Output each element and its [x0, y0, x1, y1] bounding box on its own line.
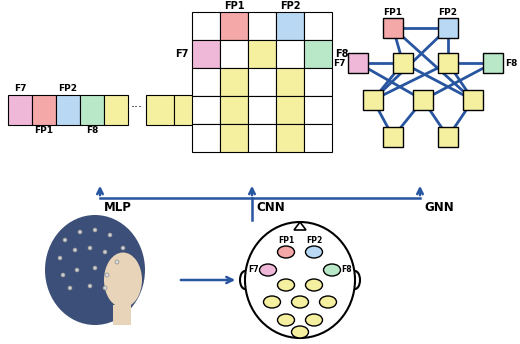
Bar — [248, 68, 276, 96]
Ellipse shape — [58, 256, 62, 260]
Bar — [383, 18, 403, 38]
Text: F8: F8 — [335, 49, 348, 59]
Ellipse shape — [115, 260, 119, 264]
Bar — [174, 95, 202, 125]
Ellipse shape — [93, 266, 97, 270]
Bar — [393, 53, 413, 73]
Text: F7: F7 — [14, 84, 26, 93]
Ellipse shape — [306, 279, 322, 291]
Text: ···: ··· — [131, 101, 143, 115]
Bar — [113, 305, 131, 325]
Bar — [192, 40, 220, 68]
Ellipse shape — [88, 246, 92, 250]
Ellipse shape — [103, 286, 107, 290]
Bar — [348, 53, 368, 73]
Ellipse shape — [75, 268, 79, 272]
Text: F7: F7 — [176, 49, 189, 59]
Bar — [146, 95, 174, 125]
Ellipse shape — [108, 233, 112, 237]
Bar — [304, 124, 332, 152]
Text: FP2: FP2 — [58, 84, 77, 93]
Ellipse shape — [319, 296, 336, 308]
Bar — [32, 95, 56, 125]
Ellipse shape — [63, 238, 67, 242]
Bar — [483, 53, 503, 73]
Ellipse shape — [278, 246, 294, 258]
Bar — [220, 124, 248, 152]
Ellipse shape — [61, 273, 65, 277]
Bar — [276, 124, 304, 152]
Text: F7: F7 — [248, 266, 258, 275]
Ellipse shape — [93, 228, 97, 232]
Ellipse shape — [278, 314, 294, 326]
Bar — [220, 40, 248, 68]
Bar — [383, 127, 403, 147]
Text: F8: F8 — [505, 58, 517, 67]
Bar — [438, 18, 458, 38]
Bar — [248, 96, 276, 124]
Text: FP2: FP2 — [280, 1, 300, 11]
Text: MLP: MLP — [104, 201, 132, 214]
Bar — [192, 12, 220, 40]
Text: GNN: GNN — [424, 201, 454, 214]
Ellipse shape — [68, 286, 72, 290]
Bar — [438, 53, 458, 73]
Bar — [220, 12, 248, 40]
Bar — [248, 124, 276, 152]
Bar — [248, 40, 276, 68]
Ellipse shape — [306, 246, 322, 258]
Text: CNN: CNN — [256, 201, 285, 214]
Bar — [304, 68, 332, 96]
Bar — [304, 12, 332, 40]
Text: FP1: FP1 — [384, 8, 402, 17]
Bar — [80, 95, 104, 125]
Bar — [8, 95, 32, 125]
Ellipse shape — [78, 230, 82, 234]
Bar — [56, 95, 80, 125]
Bar — [276, 12, 304, 40]
Ellipse shape — [323, 264, 341, 276]
Bar — [220, 68, 248, 96]
Bar — [304, 40, 332, 68]
Ellipse shape — [264, 296, 280, 308]
Bar — [276, 96, 304, 124]
Bar — [248, 12, 276, 40]
Text: FP1: FP1 — [224, 1, 244, 11]
Ellipse shape — [292, 326, 308, 338]
Bar — [438, 127, 458, 147]
Bar — [413, 90, 433, 110]
Ellipse shape — [104, 252, 142, 308]
Bar — [276, 40, 304, 68]
Bar — [304, 96, 332, 124]
Bar — [463, 90, 483, 110]
Ellipse shape — [73, 248, 77, 252]
Text: FP2: FP2 — [306, 236, 322, 245]
Text: FP2: FP2 — [438, 8, 458, 17]
Ellipse shape — [103, 250, 107, 254]
Text: FP1: FP1 — [278, 236, 294, 245]
Ellipse shape — [121, 246, 125, 250]
Bar — [363, 90, 383, 110]
Ellipse shape — [88, 284, 92, 288]
Ellipse shape — [306, 314, 322, 326]
Text: F7: F7 — [333, 58, 346, 67]
Ellipse shape — [278, 279, 294, 291]
Bar — [192, 68, 220, 96]
Text: FP1: FP1 — [34, 126, 54, 135]
Ellipse shape — [105, 273, 109, 277]
Ellipse shape — [245, 222, 355, 338]
Ellipse shape — [292, 296, 308, 308]
Bar — [276, 68, 304, 96]
Text: F8: F8 — [342, 266, 352, 275]
Bar — [192, 124, 220, 152]
Ellipse shape — [259, 264, 277, 276]
Ellipse shape — [45, 215, 145, 325]
Bar — [104, 95, 128, 125]
Bar — [220, 96, 248, 124]
Text: F8: F8 — [86, 126, 98, 135]
Bar — [192, 96, 220, 124]
